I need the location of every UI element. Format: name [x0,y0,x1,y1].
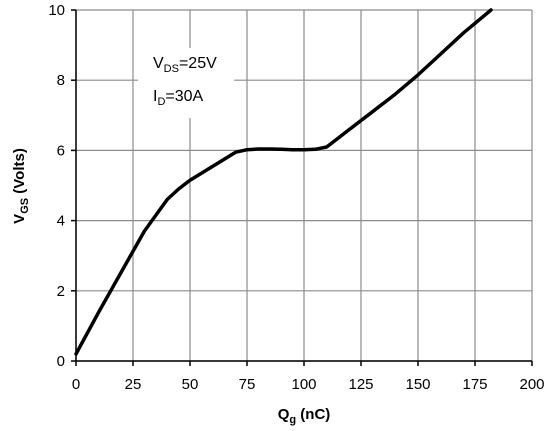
x-tick-label-7: 175 [462,376,487,393]
x-tick-label-3: 75 [239,376,256,393]
x-tick-label-2: 50 [182,376,199,393]
axes [71,9,533,366]
y-axis-label: VGS (Volts) [11,148,31,224]
x-tick-label-6: 150 [405,376,430,393]
y-tick-labels: 0 2 4 6 8 10 [48,2,65,370]
x-tick-label-8: 200 [519,376,544,393]
series-line-vgs [74,8,493,356]
x-tick-label-0: 0 [72,376,80,393]
x-tick-label-4: 100 [291,376,316,393]
y-tick-label-3: 6 [57,142,65,159]
x-axis-label: Qg (nC) [278,406,331,426]
x-tick-labels: 0 25 50 75 100 125 150 175 200 [72,376,545,393]
x-tick-label-5: 125 [348,376,373,393]
y-tick-label-1: 2 [57,283,65,300]
y-tick-label-4: 8 [57,72,65,89]
annotation-box [138,48,234,118]
annotation-id: ID=30A [153,88,204,108]
x-tick-label-1: 25 [125,376,142,393]
y-tick-label-2: 4 [57,213,65,230]
y-tick-label-0: 0 [57,353,65,370]
annotation-vds: VDS=25V [153,55,217,75]
y-tick-label-5: 10 [48,2,65,19]
